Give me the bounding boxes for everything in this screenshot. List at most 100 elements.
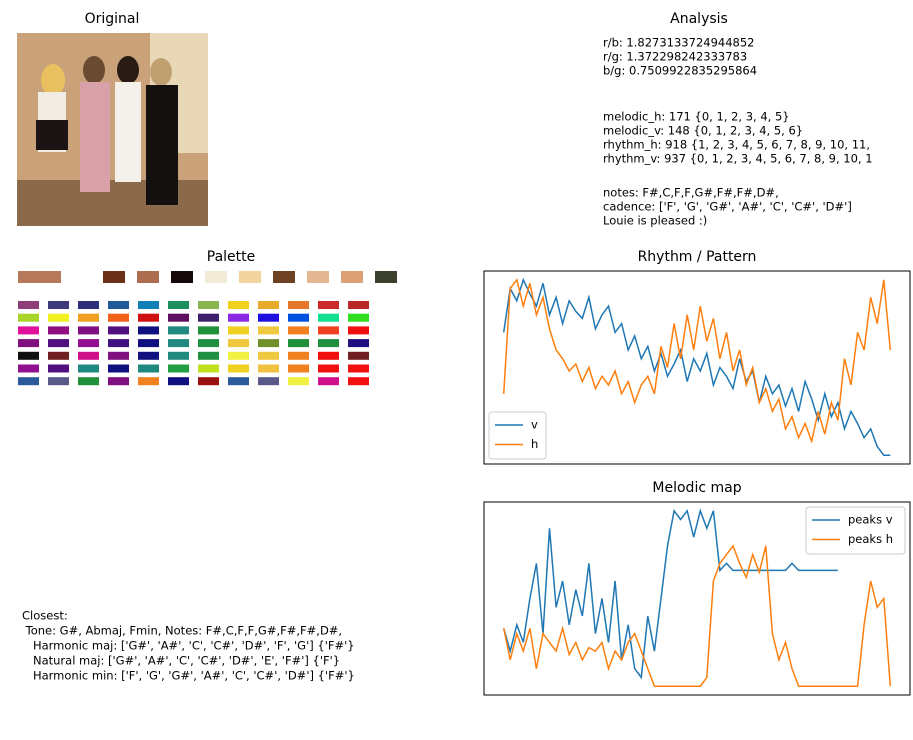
- palette-swatch: [138, 351, 159, 360]
- analysis-line: r/g: 1.372298242333783: [603, 50, 747, 64]
- palette-swatch: [18, 339, 39, 348]
- palette-swatch: [318, 313, 339, 322]
- palette-swatch: [198, 364, 219, 373]
- figure-body: [115, 82, 141, 182]
- palette-swatch: [48, 301, 69, 309]
- analysis-line: notes: F#,C,F,F,G#,F#,F#,D#,: [603, 186, 779, 200]
- palette-swatch: [258, 364, 279, 373]
- series-line: [502, 508, 838, 680]
- chart-title: Melodic map: [652, 480, 741, 496]
- palette-swatch: [258, 313, 279, 322]
- palette-swatch: [288, 313, 309, 322]
- palette-swatch: [108, 339, 129, 348]
- photo: [17, 33, 208, 226]
- palette-swatch: [138, 364, 159, 373]
- palette-swatch: [228, 326, 249, 335]
- palette-swatch: [348, 351, 369, 360]
- palette-swatch: [18, 313, 39, 322]
- palette-swatch: [258, 377, 279, 386]
- palette-swatch: [18, 377, 39, 386]
- analysis-line: r/b: 1.8273133724944852: [603, 36, 754, 50]
- legend-label: peaks h: [848, 532, 893, 546]
- series-line: [502, 277, 891, 456]
- palette-swatch: [108, 351, 129, 360]
- palette-swatch: [198, 301, 219, 309]
- palette-swatch: [168, 326, 189, 335]
- palette-swatch: [108, 326, 129, 335]
- figure-body: [146, 85, 178, 205]
- palette-swatch: [198, 339, 219, 348]
- closest-line: Harmonic maj: ['G#', 'A#', 'C', 'C#', 'D…: [22, 639, 355, 653]
- palette-swatch: [307, 271, 329, 283]
- closest-line: Harmonic min: ['F', 'G', 'G#', 'A#', 'C'…: [22, 669, 355, 683]
- palette-swatch: [228, 313, 249, 322]
- palette-swatch: [318, 351, 339, 360]
- palette-swatch: [48, 351, 69, 360]
- palette-swatch: [198, 313, 219, 322]
- palette-swatch: [18, 301, 39, 309]
- palette-swatch: [258, 339, 279, 348]
- palette-swatch: [138, 313, 159, 322]
- palette-swatch: [168, 313, 189, 322]
- palette-swatch: [228, 339, 249, 348]
- palette-swatch: [258, 301, 279, 309]
- series-line: [502, 278, 892, 444]
- palette-swatch: [108, 313, 129, 322]
- palette-swatch: [288, 364, 309, 373]
- analysis-line: melodic_h: 171 {0, 1, 2, 3, 4, 5}: [603, 110, 790, 124]
- palette-swatch: [138, 377, 159, 386]
- closest-line: Closest:: [22, 609, 68, 623]
- palette-swatch: [78, 351, 99, 360]
- palette-swatch: [318, 377, 339, 386]
- figure-head: [150, 58, 172, 86]
- analysis-line: cadence: ['F', 'G', 'G#', 'A#', 'C', 'C#…: [603, 200, 852, 214]
- analysis-line: rhythm_v: 937 {0, 1, 2, 3, 4, 5, 6, 7, 8…: [603, 152, 873, 166]
- palette-swatch: [78, 364, 99, 373]
- palette-swatch: [288, 377, 309, 386]
- palette-swatch: [108, 377, 129, 386]
- palette-swatch: [48, 339, 69, 348]
- palette-swatch: [78, 313, 99, 322]
- palette-title: Palette: [207, 249, 256, 265]
- analysis-line: Louie is pleased :): [603, 214, 707, 228]
- palette-swatch: [348, 364, 369, 373]
- plot-frame: [483, 501, 911, 696]
- legend-label: v: [531, 418, 538, 432]
- analysis-title: Analysis: [670, 11, 728, 27]
- palette-swatch: [198, 351, 219, 360]
- palette-swatch: [228, 301, 249, 309]
- palette-swatch: [258, 351, 279, 360]
- original-title: Original: [85, 11, 140, 27]
- legend-label: h: [531, 437, 538, 451]
- figure-head: [83, 56, 105, 84]
- palette-swatch: [78, 326, 99, 335]
- palette-swatch: [137, 271, 159, 283]
- palette-swatch: [318, 364, 339, 373]
- palette-swatch: [228, 364, 249, 373]
- palette-swatch: [375, 271, 397, 283]
- palette-swatch: [168, 364, 189, 373]
- legend-label: peaks v: [848, 513, 893, 527]
- palette-swatch: [318, 339, 339, 348]
- analysis-line: b/g: 0.7509922835295864: [603, 64, 757, 78]
- palette-swatch: [288, 351, 309, 360]
- palette-swatch: [103, 271, 125, 283]
- palette-swatch: [78, 339, 99, 348]
- palette-swatch: [288, 339, 309, 348]
- palette-swatch: [239, 271, 261, 283]
- closest-line: Tone: G#, Abmaj, Fmin, Notes: F#,C,F,F,G…: [22, 624, 342, 638]
- photo-floor: [17, 180, 208, 226]
- palette-swatch: [138, 326, 159, 335]
- palette-swatch: [168, 377, 189, 386]
- palette-swatch: [318, 326, 339, 335]
- palette-swatch: [348, 339, 369, 348]
- figure-skirt: [36, 120, 68, 150]
- figure-body: [80, 82, 110, 192]
- palette-swatch: [18, 364, 39, 373]
- palette-swatch: [288, 301, 309, 309]
- palette-swatch: [168, 339, 189, 348]
- palette-swatch: [48, 377, 69, 386]
- figure-head: [117, 56, 139, 84]
- palette-swatch: [168, 351, 189, 360]
- palette-swatch: [18, 351, 39, 360]
